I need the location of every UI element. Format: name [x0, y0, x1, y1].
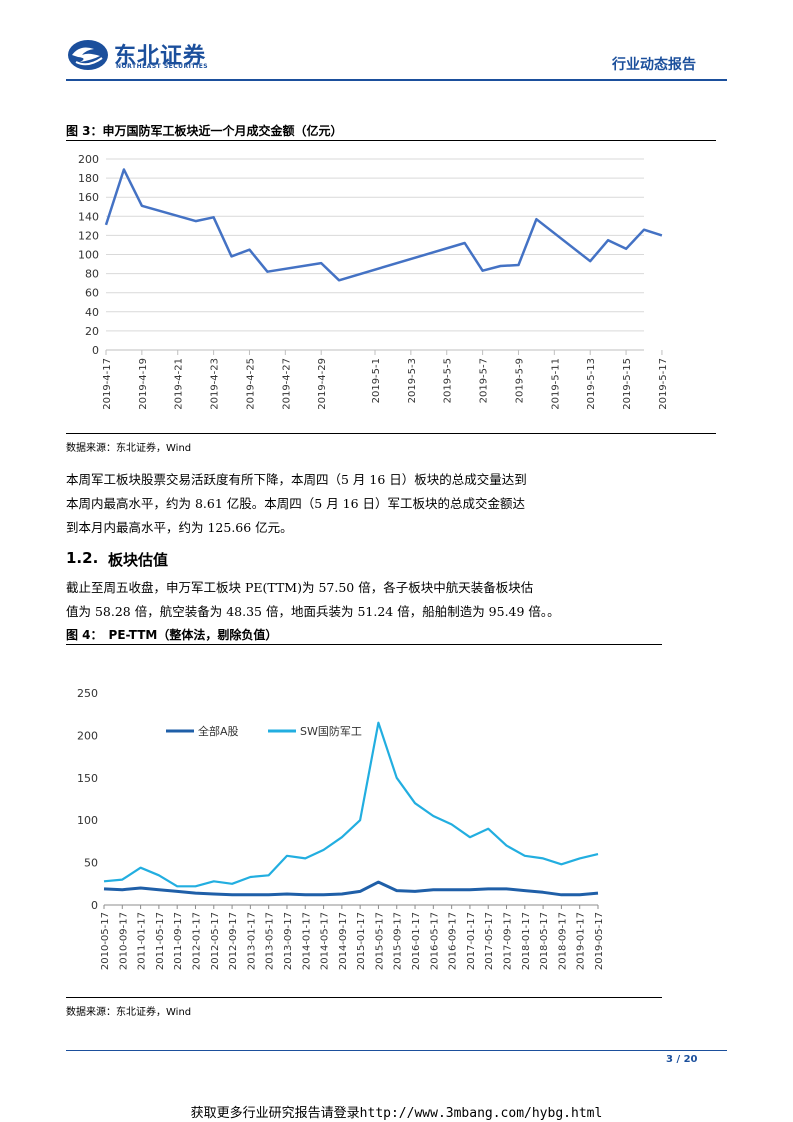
x-tick-label: 2019-5-13 — [586, 358, 597, 410]
x-tick-label: 2019-5-1 — [371, 358, 382, 403]
paragraph-2-line: 截止至周五收盘，申万军工板块 PE(TTM)为 57.50 倍，各子板块中航天装… — [66, 580, 534, 595]
x-tick-label: 2019-4-21 — [174, 358, 185, 410]
figure4-bottom-rule — [66, 997, 662, 998]
y-tick-label: 140 — [78, 210, 99, 223]
paragraph-2-line: 值为 58.28 倍，航空装备为 48.35 倍，地面兵装为 51.24 倍，船… — [66, 604, 560, 619]
figure3-top-rule — [66, 140, 716, 141]
x-tick-label: 2019-5-7 — [479, 358, 490, 403]
x-tick-label: 2019-5-3 — [407, 358, 418, 403]
figure3-title: 图 3：申万国防军工板块近一个月成交金额（亿元） — [66, 124, 343, 138]
y-tick-label: 50 — [84, 857, 98, 870]
x-tick-label: 2017-05-17 — [484, 912, 495, 970]
promo-link[interactable]: 获取更多行业研究报告请登录http://www.3mbang.com/hybg.… — [190, 1106, 603, 1121]
x-tick-label: 2018-01-17 — [521, 912, 532, 970]
x-tick-label: 2019-4-25 — [245, 358, 256, 410]
y-tick-label: 160 — [78, 191, 99, 204]
paragraph-1-line: 本周军工板块股票交易活跃度有所下降，本周四（5 月 16 日）板块的总成交量达到 — [66, 472, 527, 487]
figure4-source: 数据来源：东北证券，Wind — [66, 1007, 192, 1018]
x-tick-label: 2018-05-17 — [539, 912, 550, 970]
paragraph-1: 本周军工板块股票交易活跃度有所下降，本周四（5 月 16 日）板块的总成交量达到… — [66, 468, 726, 540]
y-tick-label: 40 — [85, 306, 99, 319]
header-divider — [66, 79, 727, 81]
y-tick-label: 100 — [77, 814, 98, 827]
y-tick-label: 200 — [78, 153, 99, 166]
figure3-source: 数据来源：东北证券，Wind — [66, 443, 192, 454]
page-number: 3 / 20 — [666, 1054, 698, 1065]
figure4-top-rule — [66, 644, 662, 645]
x-tick-label: 2014-05-17 — [320, 912, 331, 970]
figure4-chart: 0 50 100 150 200 250 2010-05-17 2010-09-17 2011-… — [77, 687, 605, 970]
y-tick-label: 60 — [85, 287, 99, 300]
turnover-series-line — [104, 168, 663, 282]
footer-divider — [66, 1050, 727, 1051]
x-tick-label: 2011-05-17 — [155, 912, 166, 970]
x-tick-label: 2016-09-17 — [448, 912, 459, 970]
x-tick-label: 2012-09-17 — [228, 912, 239, 970]
legend-label: 全部A股 — [198, 724, 239, 738]
x-tick-label: 2019-4-29 — [317, 358, 328, 410]
x-tick-label: 2019-5-17 — [658, 358, 669, 410]
sw-defense-series-line — [103, 721, 599, 888]
x-tick-label: 2012-01-17 — [191, 912, 202, 970]
x-tick-label: 2019-4-23 — [210, 358, 221, 410]
x-tick-label: 2016-05-17 — [429, 912, 440, 970]
company-name-en: NORTHEAST SECURITIES — [116, 63, 209, 70]
all-a-share-series-line — [103, 880, 599, 897]
x-tick-label: 2019-5-5 — [443, 358, 454, 403]
x-tick-label: 2017-01-17 — [466, 912, 477, 970]
x-tick-label: 2019-5-15 — [622, 358, 633, 410]
x-tick-label: 2011-01-17 — [137, 912, 148, 970]
y-tick-label: 0 — [92, 344, 99, 357]
x-tick-label: 2015-05-17 — [374, 912, 385, 970]
x-tick-label: 2016-01-17 — [411, 912, 422, 970]
legend-label: SW国防军工 — [300, 724, 362, 738]
x-tick-label: 2011-09-17 — [173, 912, 184, 970]
x-tick-label: 2012-05-17 — [210, 912, 221, 970]
x-tick-label: 2014-01-17 — [301, 912, 312, 970]
x-tick-label: 2019-4-27 — [281, 358, 292, 410]
y-tick-label: 150 — [77, 772, 98, 785]
x-tick-label: 2019-05-17 — [594, 912, 605, 970]
company-logo-icon — [68, 40, 108, 70]
section-title: 板块估值 — [108, 551, 169, 569]
report-type: 行业动态报告 — [612, 57, 696, 73]
figure4-title: 图 4： PE-TTM（整体法，剔除负值） — [66, 628, 278, 642]
x-tick-label: 2017-09-17 — [503, 912, 514, 970]
x-tick-label: 2019-4-17 — [102, 358, 113, 410]
x-tick-label: 2014-09-17 — [338, 912, 349, 970]
figure3-chart: 0 20 40 60 80 100 120 140 160 180 200 2019-4-17 2019… — [78, 153, 669, 410]
x-tick-label: 2013-05-17 — [265, 912, 276, 970]
paragraph-1-line: 本周内最高水平，约为 8.61 亿股。本周四（5 月 16 日）军工板块的总成交… — [66, 496, 526, 511]
y-tick-label: 250 — [77, 687, 98, 700]
x-tick-label: 2018-09-17 — [557, 912, 568, 970]
section-number: 1.2. — [66, 549, 99, 567]
paragraph-2: 截止至周五收盘，申万军工板块 PE(TTM)为 57.50 倍，各子板块中航天装… — [66, 576, 726, 624]
y-tick-label: 120 — [78, 229, 99, 242]
y-tick-label: 200 — [77, 729, 98, 742]
company-name-cn: 东北证券 — [114, 44, 207, 69]
x-tick-label: 2015-01-17 — [356, 912, 367, 970]
paragraph-1-line: 到本月内最高水平，约为 125.66 亿元。 — [66, 520, 293, 535]
x-tick-label: 2013-09-17 — [283, 912, 294, 970]
x-tick-label: 2010-09-17 — [118, 912, 129, 970]
x-tick-label: 2015-09-17 — [393, 912, 404, 970]
y-tick-label: 20 — [85, 325, 99, 338]
x-tick-label: 2019-01-17 — [576, 912, 587, 970]
x-tick-label: 2013-01-17 — [246, 912, 257, 970]
y-tick-label: 80 — [85, 268, 99, 281]
y-tick-label: 180 — [78, 172, 99, 185]
x-tick-label: 2019-5-9 — [514, 358, 525, 403]
x-tick-label: 2019-4-19 — [138, 358, 149, 410]
figure3-bottom-rule — [66, 433, 716, 434]
y-tick-label: 100 — [78, 249, 99, 262]
y-tick-label: 0 — [91, 899, 98, 912]
x-tick-label: 2010-05-17 — [100, 912, 111, 970]
x-tick-label: 2019-5-11 — [550, 358, 561, 410]
